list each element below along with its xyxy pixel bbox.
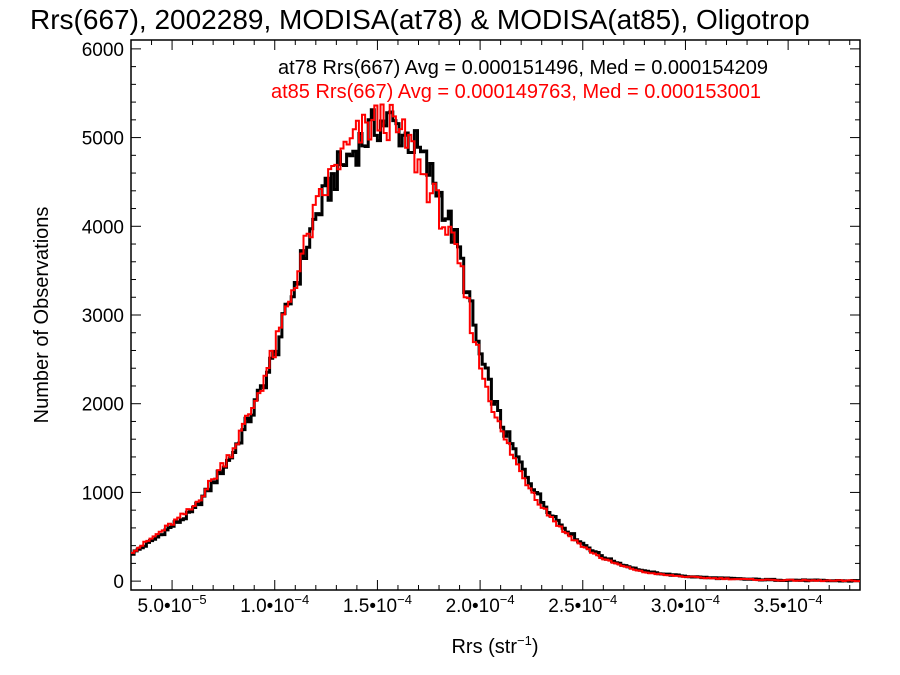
y-tick-label: 5000 [82,129,124,150]
legend-entry-at78: at78 Rrs(667) Avg = 0.000151496, Med = 0… [278,57,768,79]
x-tick-label: 2.0•10−4 [446,592,515,617]
y-tick-label: 2000 [82,395,124,416]
x-axis-label: Rrs (str−1) [451,633,538,658]
y-tick-label: 0 [113,572,124,593]
y-tick-label: 6000 [82,40,124,61]
x-axis-label-exponent: −1 [517,633,532,648]
axis-ticks [130,40,860,590]
x-tick-label: 1.0•10−4 [240,592,309,617]
series-at78-line [131,108,860,583]
x-tick-labels: 5.0•10−5 1.0•10−4 1.5•10−4 2.0•10−4 2.5•10−4… [138,592,823,617]
series-group [131,103,860,583]
x-tick-label: 3.5•10−4 [754,592,823,617]
x-tick-label: 1.5•10−4 [343,592,412,617]
plot-frame [130,39,861,591]
y-axis-label: Number of Observations [31,207,53,424]
y-tick-label: 1000 [82,483,124,504]
series-at85-line [131,103,860,583]
x-tick-label: 3.0•10−4 [651,592,720,617]
y-tick-label: 4000 [82,217,124,238]
x-tick-label: 2.5•10−4 [548,592,617,617]
y-tick-labels: 0 1000 2000 3000 4000 5000 6000 [82,40,124,593]
chart-title: Rrs(667), 2002289, MODISA(at78) & MODISA… [30,4,810,35]
y-tick-label: 3000 [82,306,124,327]
x-tick-label: 5.0•10−5 [138,592,207,617]
legend-entry-at85: at85 Rrs(667) Avg = 0.000149763, Med = 0… [271,81,761,103]
